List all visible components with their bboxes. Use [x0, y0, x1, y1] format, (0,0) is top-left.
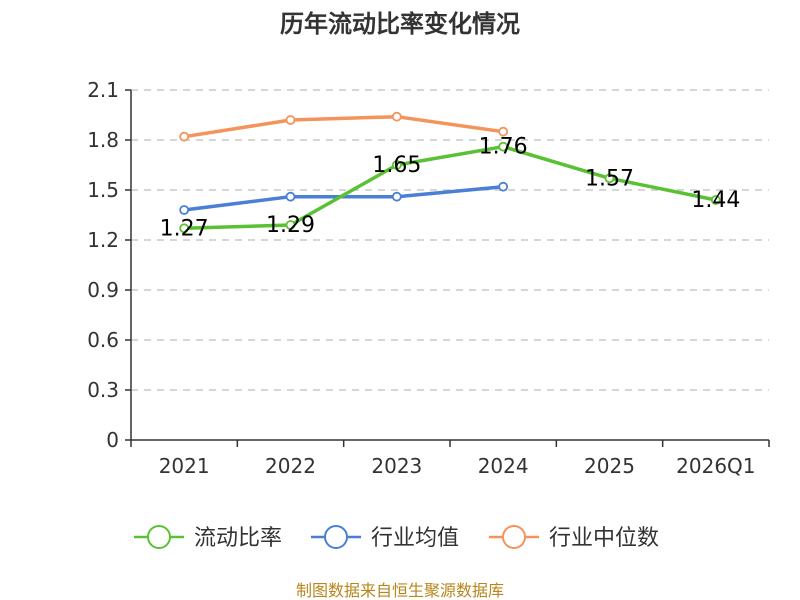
axes: 0 0.3 0.6 0.9 1.2 1.5 1.8 2.1 2021 2022 2023 2024 20… [87, 78, 770, 478]
series-line-0 [184, 144, 717, 231]
data-label: 1.44 [691, 188, 740, 213]
data-point [710, 195, 721, 205]
y-tick-label: 0.3 [87, 378, 119, 402]
x-tick-label: 2023 [371, 454, 422, 478]
data-point [179, 131, 190, 142]
data-point [604, 173, 615, 184]
data-point [391, 160, 402, 170]
legend-marker [324, 525, 348, 549]
series-group [179, 111, 721, 234]
data-label: 1.29 [266, 213, 315, 238]
legend-label: 行业中位数 [549, 526, 659, 551]
data-label: 1.65 [372, 153, 421, 178]
data-point [391, 111, 402, 122]
legend-label: 行业均值 [371, 526, 459, 551]
data-point [285, 220, 296, 230]
data-point [179, 205, 190, 215]
y-tick-label: 1.5 [87, 178, 119, 202]
legend-marker [502, 525, 526, 549]
y-tick-label: 2.1 [87, 78, 119, 102]
data-point [391, 191, 402, 202]
data-point [498, 126, 509, 137]
data-label: 1.76 [479, 135, 528, 160]
grid-lines [131, 89, 769, 391]
data-point [285, 115, 296, 125]
x-tick-label: 2024 [478, 454, 529, 478]
chart-title: 历年流动比率变化情况 [280, 10, 520, 38]
y-tick-label: 1.2 [87, 228, 119, 252]
data-point [179, 223, 190, 234]
legend-marker [147, 525, 171, 549]
y-tick-label: 0 [106, 428, 119, 452]
y-tick-label: 1.8 [87, 128, 119, 152]
series-line-2 [183, 114, 504, 139]
x-tick-label: 2025 [584, 454, 635, 478]
legend: 流动比率 行业均值 行业中位数 [134, 525, 659, 551]
y-tick-label: 0.6 [87, 328, 119, 352]
data-label: 1.27 [160, 216, 209, 241]
x-tick-label: 2021 [159, 454, 210, 478]
data-point [498, 141, 509, 152]
x-tick-label: 2022 [265, 454, 316, 478]
source-note: 制图数据来自恒生聚源数据库 [296, 581, 504, 600]
data-point [285, 191, 296, 202]
data-point [498, 181, 509, 192]
x-tick-label: 2026Q1 [676, 454, 755, 478]
legend-label: 流动比率 [194, 526, 282, 551]
y-tick-label: 0.9 [87, 278, 119, 302]
data-label: 1.57 [585, 166, 634, 191]
data-labels: 1.27 1.29 1.65 1.76 1.57 1.44 [160, 135, 741, 242]
